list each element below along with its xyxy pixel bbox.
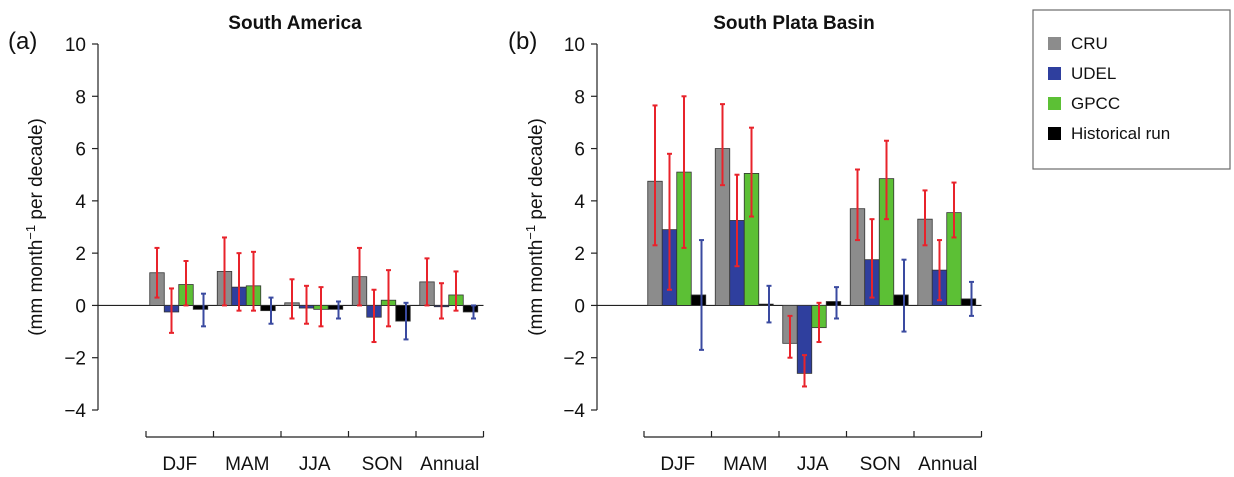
panel-a-y-tick-label: 10 (65, 35, 86, 56)
panel-b-bar-historical-run (960, 298, 977, 306)
panel-b: South Plata Basin (b) (mm month−1 per de… (508, 13, 983, 475)
panel-a-ylabel: (mm month−1 per decade) (23, 118, 47, 336)
panel-a-category-label: JJA (299, 454, 331, 475)
panel-b-bar-historical-run (690, 294, 707, 306)
panel-a-category-label: DJF (162, 454, 197, 475)
panel-a-category-label: Annual (420, 454, 479, 475)
panel-b-category-label: SON (860, 454, 901, 475)
panel-b-bar-historical-run (758, 303, 774, 306)
panel-a-label: (a) (8, 28, 37, 55)
panel-a-category-label: MAM (225, 454, 269, 475)
panel-b-label: (b) (508, 28, 537, 55)
panel-a-marks: −4 −2 0 2 4 6 8 10 DJF MAM JJA SON Annual (64, 35, 485, 475)
panel-a-bar-historical-run (260, 305, 276, 312)
panel-a-bar-historical-run (327, 305, 344, 310)
panel-a-y-tick-label: 6 (75, 140, 86, 161)
panel-b-y-tick-label: −4 (563, 401, 585, 422)
legend-swatch-udel (1048, 67, 1061, 80)
panel-b-y-tick-label: 8 (574, 87, 585, 108)
legend-label-historical: Historical run (1071, 124, 1170, 143)
panel-b-category-label: JJA (797, 454, 829, 475)
panel-a-bar-historical-run (462, 305, 479, 313)
legend-swatch-gpcc (1048, 97, 1061, 110)
panel-a-title: South America (228, 13, 362, 34)
panel-b-y-tick-label: 4 (574, 192, 585, 213)
panel-b-bar-historical-run (825, 301, 842, 306)
panel-b-y-tick-label: −2 (563, 349, 585, 370)
panel-a: South America (a) (mm month−1 per decade… (8, 13, 485, 475)
legend-label-gpcc: GPCC (1071, 94, 1120, 113)
panel-a-y-tick-label: 8 (75, 87, 86, 108)
panel-b-bar-historical-run (893, 294, 909, 306)
panel-b-category-label: MAM (723, 454, 767, 475)
legend-label-cru: CRU (1071, 34, 1108, 53)
legend-swatch-historical (1048, 127, 1061, 140)
panel-b-y-tick-label: 0 (574, 296, 585, 317)
panel-b-y-tick-label: 10 (564, 35, 585, 56)
panel-a-y-tick-label: 2 (75, 244, 86, 265)
panel-a-y-tick-label: 0 (75, 296, 86, 317)
panel-b-title: South Plata Basin (713, 13, 875, 34)
panel-a-y-tick-label: 4 (75, 192, 86, 213)
panel-a-y-tick-label: −4 (64, 401, 86, 422)
panel-a-bar-historical-run (192, 305, 209, 310)
legend-swatch-cru (1048, 37, 1061, 50)
panel-b-y-tick-label: 2 (574, 244, 585, 265)
legend-box (1032, 9, 1231, 170)
panel-b-ylabel: (mm month−1 per decade) (523, 118, 547, 336)
panel-b-y-tick-label: 6 (574, 140, 585, 161)
panel-a-bar-historical-run (395, 305, 411, 322)
panel-b-category-label: Annual (918, 454, 977, 475)
legend: CRU UDEL GPCC Historical run (1032, 9, 1231, 170)
panel-b-marks: −4 −2 0 2 4 6 8 10 DJF MAM JJA SON Annual (563, 35, 983, 475)
panel-a-category-label: SON (362, 454, 403, 475)
legend-label-udel: UDEL (1071, 64, 1116, 83)
panel-a-y-tick-label: −2 (64, 349, 86, 370)
panel-b-category-label: DJF (660, 454, 695, 475)
